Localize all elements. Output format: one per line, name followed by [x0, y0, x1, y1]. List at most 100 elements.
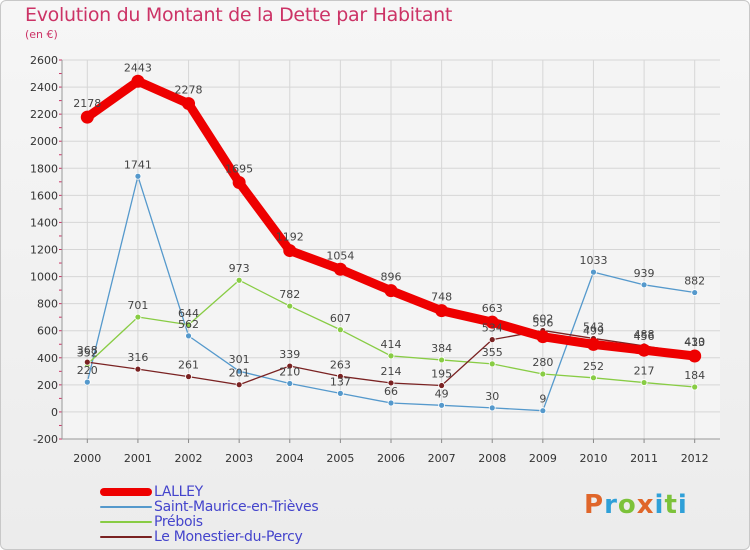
y-tick-label: -200: [33, 433, 58, 446]
x-tick-label: 2006: [377, 452, 405, 465]
data-label: 644: [178, 307, 199, 320]
logo-letter: r: [604, 490, 618, 520]
data-point: [182, 97, 196, 111]
data-label: 66: [384, 385, 398, 398]
x-tick-label: 2002: [175, 452, 203, 465]
data-point: [235, 367, 243, 375]
data-point: [83, 378, 91, 386]
x-tick-label: 2005: [326, 452, 354, 465]
data-label: 384: [431, 342, 452, 355]
data-point: [336, 389, 344, 397]
legend-swatch: [100, 535, 152, 538]
data-label: 49: [435, 387, 449, 400]
data-point: [539, 370, 547, 378]
y-tick-label: 1800: [30, 162, 58, 175]
data-label: 562: [178, 318, 199, 331]
data-point: [488, 336, 496, 344]
x-tick-label: 2011: [630, 452, 658, 465]
y-tick-label: 1000: [30, 271, 58, 284]
data-label: 499: [583, 324, 604, 337]
data-point: [336, 326, 344, 334]
data-point: [438, 401, 446, 409]
data-label: 214: [381, 365, 402, 378]
y-tick-label: 2200: [30, 108, 58, 121]
data-point: [637, 343, 651, 357]
data-label: 261: [178, 359, 199, 372]
logo-letter: t: [664, 490, 678, 520]
data-label: 1192: [276, 231, 304, 244]
data-point: [387, 379, 395, 387]
data-label: 882: [684, 275, 705, 288]
data-label: 748: [431, 291, 452, 304]
y-tick-label: 400: [37, 352, 58, 365]
data-label: 607: [330, 312, 351, 325]
data-label: 137: [330, 375, 351, 388]
legend-item: Le Monestier-du-Percy: [100, 529, 318, 545]
data-point: [539, 407, 547, 415]
data-label: 195: [431, 368, 452, 381]
series-3: [83, 276, 699, 391]
data-label: 456: [634, 330, 655, 343]
data-point: [336, 372, 344, 380]
chart-legend: LALLEY Saint-Maurice-en-Trièves Prébois Le …: [100, 483, 319, 545]
data-label: 1033: [579, 254, 607, 267]
data-point: [488, 360, 496, 368]
data-label: 1054: [326, 249, 354, 262]
chart-subtitle: (en €): [25, 28, 58, 41]
data-label: 782: [279, 288, 300, 301]
series-labels-4: 368 316 261 201 339 263 214 195 534 602 543 488 430: [77, 312, 705, 380]
x-tick-label: 2007: [428, 452, 456, 465]
data-point: [640, 379, 648, 386]
data-point: [286, 380, 294, 387]
series-labels-2: 220 1741 562 301 210 137 66 49 30 9 1033 939 882: [77, 158, 705, 405]
y-tick-label: 1400: [30, 216, 58, 229]
chart-title: Evolution du Montant de la Dette par Hab…: [25, 4, 453, 26]
logo-letter: P: [584, 490, 605, 520]
data-point: [131, 74, 145, 88]
legend-label: LALLEY: [154, 483, 203, 500]
series-labels-1: 2178 2443 2278 1695 1192 1054 896 748 663 556 499 4…: [73, 61, 705, 349]
data-point: [387, 399, 395, 407]
legend-swatch: [100, 520, 152, 523]
data-point: [688, 349, 702, 363]
data-point: [283, 244, 297, 258]
data-point: [185, 332, 192, 340]
data-label: 663: [482, 302, 503, 315]
data-point: [438, 382, 446, 389]
data-point: [83, 358, 91, 366]
data-point: [691, 383, 699, 391]
y-tick-label: 2400: [30, 81, 58, 94]
data-point: [185, 321, 192, 329]
data-label: 556: [532, 317, 553, 330]
data-label: 1741: [124, 158, 152, 171]
data-label: 701: [127, 299, 148, 312]
data-label: 534: [482, 322, 503, 335]
legend-label: Saint-Maurice-en-Trièves: [154, 498, 319, 515]
x-tick-label: 2001: [124, 452, 152, 465]
legend-item: Prébois: [100, 514, 318, 530]
series-1: [80, 74, 702, 363]
data-label: 217: [634, 365, 655, 378]
data-label: 973: [229, 262, 250, 275]
x-tick-label: 2000: [73, 452, 101, 465]
data-point: [485, 315, 499, 329]
data-point: [438, 356, 446, 364]
series-2: [83, 172, 699, 415]
data-point: [590, 268, 597, 276]
y-tick-label: 2600: [30, 54, 58, 67]
data-point: [333, 262, 347, 276]
data-point: [80, 110, 94, 124]
data-label: 184: [684, 369, 705, 382]
data-point: [435, 304, 449, 318]
x-tick-label: 2012: [681, 452, 709, 465]
data-point: [384, 284, 398, 298]
data-point: [232, 175, 246, 189]
data-point: [488, 404, 496, 412]
data-label: 413: [684, 336, 705, 349]
y-tick-label: 200: [37, 379, 58, 392]
data-label: 939: [634, 267, 655, 280]
logo-letter: i: [677, 490, 688, 520]
y-tick-label: 2000: [30, 135, 58, 148]
y-tick-label: 0: [51, 406, 58, 419]
data-point: [387, 352, 395, 360]
